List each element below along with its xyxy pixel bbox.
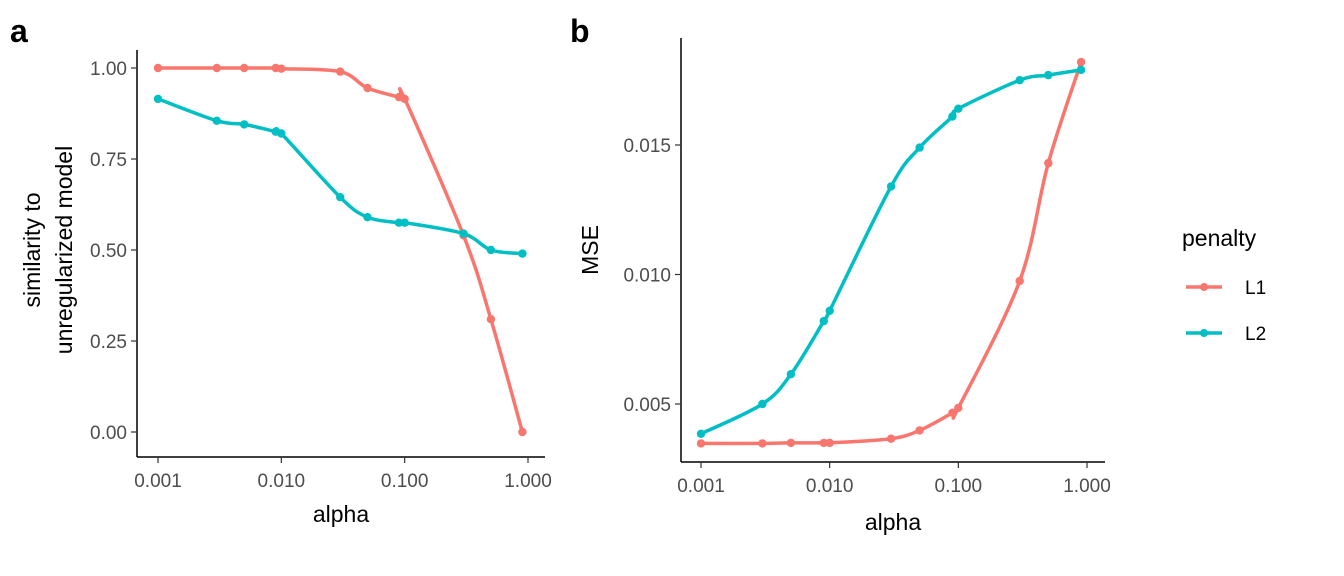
data-point-l2 (486, 245, 496, 255)
data-point-l1 (400, 94, 409, 104)
data-point-l2 (277, 129, 286, 138)
data-point-l2 (518, 249, 527, 258)
data-point-l2 (758, 399, 767, 409)
data-point-l1 (363, 83, 372, 93)
x-tick-label: 0.010 (806, 476, 854, 497)
data-point-l2 (886, 182, 896, 191)
data-point-l1 (153, 63, 163, 73)
y-axis-title: unregularized model (51, 146, 77, 354)
y-tick-label: 0.50 (90, 241, 127, 262)
legend-key-l1-point (1200, 283, 1208, 291)
data-point-l2 (1015, 76, 1024, 85)
series-line-l1 (156, 66, 525, 434)
data-point-l2 (786, 370, 796, 379)
x-tick-label: 0.100 (935, 476, 983, 497)
y-tick-label: 1.00 (90, 59, 127, 80)
data-point-l2 (153, 94, 163, 104)
data-point-l2 (825, 306, 834, 315)
panel-tag: b (570, 13, 590, 49)
y-tick-label: 0.25 (90, 332, 127, 353)
x-axis-title: alpha (865, 509, 921, 535)
y-axis-title: MSE (577, 225, 603, 275)
data-point-l2 (212, 116, 221, 126)
panel-tag: a (10, 13, 28, 49)
legend-key-l2-point (1200, 329, 1208, 337)
x-axis-title: alpha (313, 501, 369, 527)
data-point-l1 (819, 438, 828, 448)
data-point-l1 (1044, 158, 1053, 168)
data-point-l2 (954, 104, 963, 113)
data-point-l2 (336, 193, 345, 202)
x-tick-label: 1.000 (504, 471, 552, 492)
data-point-l1 (486, 315, 496, 324)
series-line-l2 (699, 68, 1083, 436)
data-point-l2 (363, 213, 372, 222)
data-point-l2 (819, 316, 828, 326)
legend-label-l1: L1 (1245, 278, 1266, 299)
data-point-l1 (954, 403, 963, 413)
data-point-l1 (786, 438, 796, 448)
series-line-l1 (699, 60, 1083, 446)
data-point-l2 (915, 143, 924, 152)
legend: penalty L1 L2 (1182, 225, 1266, 345)
data-point-l2 (1044, 70, 1053, 80)
data-point-l2 (696, 429, 706, 438)
data-point-l1 (212, 63, 221, 73)
series-line-l2 (156, 97, 525, 256)
data-point-l1 (696, 439, 706, 448)
data-point-l1 (336, 67, 345, 76)
data-point-l2 (459, 229, 468, 238)
data-point-l2 (240, 120, 249, 129)
y-tick-label: 0.015 (623, 136, 671, 157)
data-point-l2 (400, 218, 409, 227)
data-point-l1 (518, 427, 527, 437)
y-axis-title: similarity to (19, 192, 45, 307)
x-tick-label: 0.001 (677, 476, 725, 497)
data-point-l1 (915, 426, 924, 435)
data-point-l1 (758, 439, 767, 448)
data-point-l1 (277, 64, 286, 73)
data-point-l1 (825, 438, 834, 448)
panel-a: a 0.001 0.010 0.100 1.000 0.00 0.25 0.50 0.75 1.0… (10, 13, 552, 527)
data-point-l1 (1076, 57, 1086, 67)
data-point-l1 (240, 63, 249, 73)
y-tick-label: 0.00 (90, 423, 127, 444)
y-tick-label: 0.75 (90, 150, 127, 171)
x-tick-label: 0.001 (134, 471, 182, 492)
x-tick-label: 1.000 (1063, 476, 1111, 497)
data-point-l1 (948, 408, 957, 417)
panel-b: b 0.001 0.010 0.100 1.000 0.005 0.010 0.015 alph… (570, 13, 1111, 535)
legend-title: penalty (1182, 225, 1257, 251)
data-point-l1 (1015, 276, 1024, 286)
y-tick-label: 0.010 (623, 266, 671, 287)
data-point-l2 (948, 112, 957, 121)
x-tick-label: 0.100 (381, 471, 429, 492)
legend-label-l2: L2 (1245, 324, 1266, 345)
y-tick-label: 0.005 (623, 395, 671, 416)
data-point-l1 (886, 434, 896, 443)
x-tick-label: 0.010 (258, 471, 306, 492)
data-point-l2 (1076, 65, 1086, 75)
